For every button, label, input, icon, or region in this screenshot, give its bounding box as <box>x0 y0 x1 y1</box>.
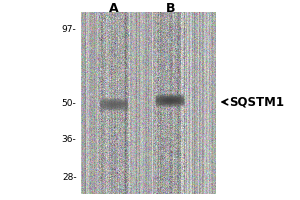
Text: 50-: 50- <box>62 99 76 108</box>
Text: 97-: 97- <box>62 25 76 34</box>
Text: 36-: 36- <box>62 136 76 144</box>
Text: A: A <box>109 2 119 16</box>
Text: SQSTM1: SQSTM1 <box>230 96 284 108</box>
Text: B: B <box>166 2 176 16</box>
Text: 28-: 28- <box>62 174 76 182</box>
